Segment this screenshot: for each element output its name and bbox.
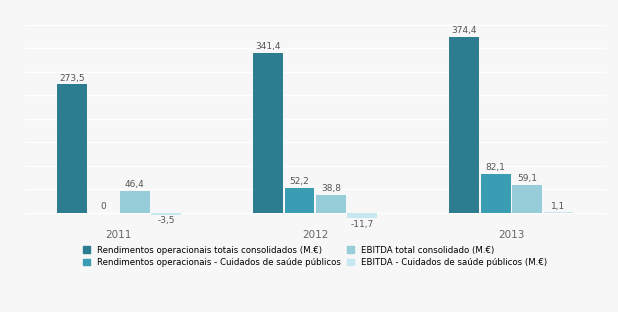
Legend: Rendimentos operacionais totais consolidados (M.€), Rendimentos operacionais - C: Rendimentos operacionais totais consolid…: [83, 246, 548, 267]
Text: 59,1: 59,1: [517, 174, 537, 183]
Text: 52,2: 52,2: [290, 178, 310, 187]
Bar: [512, 185, 542, 213]
Text: 0: 0: [100, 202, 106, 211]
Bar: [449, 37, 479, 213]
Text: 38,8: 38,8: [321, 184, 341, 193]
Bar: [120, 191, 150, 213]
Text: 374,4: 374,4: [452, 26, 477, 35]
Bar: [253, 52, 283, 213]
Text: 341,4: 341,4: [255, 41, 281, 51]
Bar: [151, 213, 181, 215]
Bar: [544, 212, 574, 213]
Text: -11,7: -11,7: [350, 220, 374, 229]
Bar: [347, 213, 377, 218]
Text: -3,5: -3,5: [157, 217, 175, 225]
Bar: [481, 174, 510, 213]
Text: 46,4: 46,4: [125, 180, 145, 189]
Bar: [284, 188, 315, 213]
Text: 1,1: 1,1: [551, 202, 565, 211]
Bar: [57, 85, 87, 213]
Text: 273,5: 273,5: [59, 74, 85, 83]
Text: 82,1: 82,1: [486, 163, 506, 173]
Bar: [316, 195, 346, 213]
